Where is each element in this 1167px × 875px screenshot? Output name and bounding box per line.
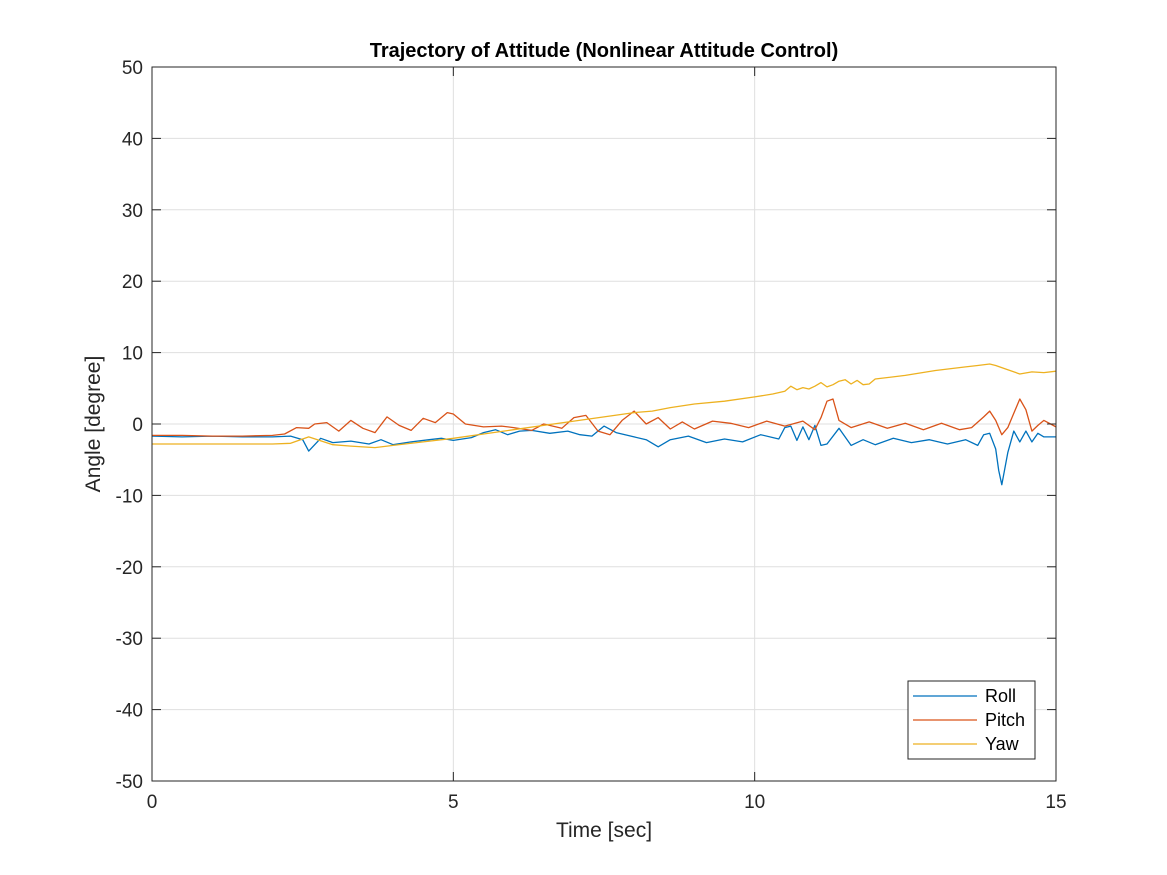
legend: Roll Pitch Yaw	[907, 680, 1036, 760]
series-line-roll	[152, 424, 1056, 486]
y-tick-labels: -50 -40 -30 -20 -10 0 10 20 30 40 50	[116, 58, 143, 793]
legend-label-pitch: Pitch	[985, 710, 1025, 730]
x-tick-labels: 0 5 10 15	[147, 792, 1067, 813]
y-tick-label: -20	[116, 558, 143, 579]
series-line-pitch	[152, 398, 1056, 437]
y-tick-label: -50	[116, 772, 143, 793]
y-tick-label: -10	[116, 486, 143, 507]
y-tick-label: 20	[122, 272, 143, 293]
x-tick-label: 15	[1045, 792, 1066, 813]
y-tick-label: 10	[122, 344, 143, 365]
legend-label-yaw: Yaw	[985, 734, 1020, 754]
legend-label-roll: Roll	[985, 686, 1016, 706]
x-tick-label: 10	[744, 792, 765, 813]
chart-title: Trajectory of Attitude (Nonlinear Attitu…	[370, 40, 839, 62]
x-tick-label: 0	[147, 792, 158, 813]
y-tick-label: 0	[132, 415, 143, 436]
y-tick-label: -30	[116, 629, 143, 650]
legend-items: Roll Pitch Yaw	[913, 686, 1025, 754]
y-tick-label: -40	[116, 701, 143, 722]
x-axis-label: Time [sec]	[556, 819, 652, 842]
y-axis-label: Angle [degree]	[82, 356, 105, 493]
x-tick-label: 5	[448, 792, 459, 813]
axis-ticks	[151, 66, 1057, 782]
y-tick-label: 30	[122, 201, 143, 222]
series-lines	[152, 363, 1056, 486]
y-tick-label: 50	[122, 58, 143, 79]
y-tick-label: 40	[122, 129, 143, 150]
series-line-yaw	[152, 363, 1056, 449]
